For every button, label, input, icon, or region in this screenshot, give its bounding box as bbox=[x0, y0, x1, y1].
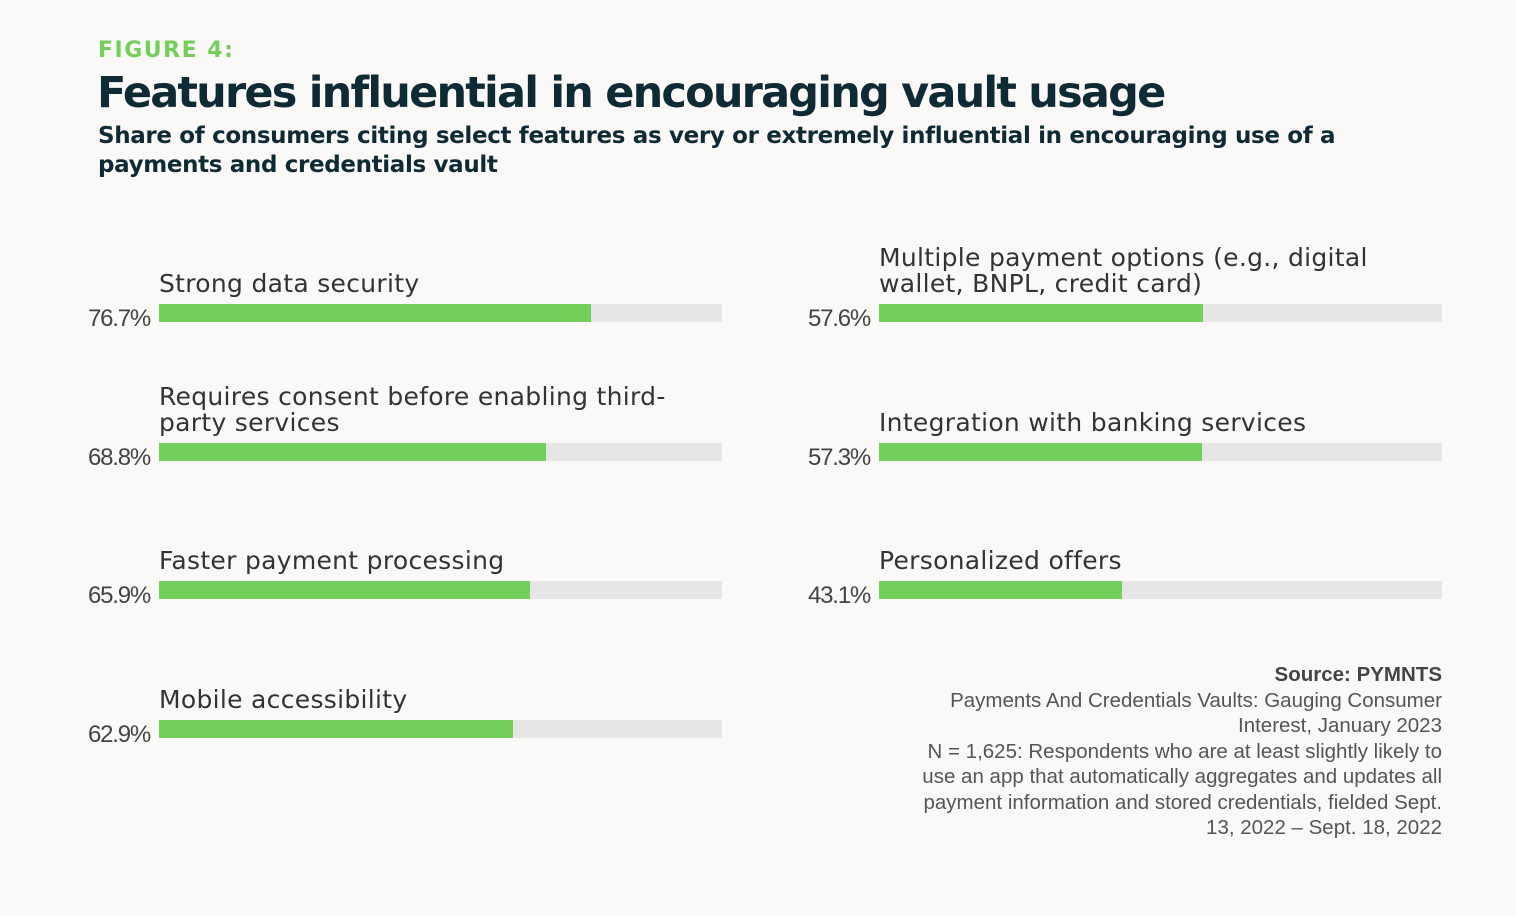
bar-value-label: 68.8% bbox=[87, 444, 151, 471]
bar-category-label: Personalized offers bbox=[879, 546, 1122, 575]
bar-value-label: 76.7% bbox=[87, 305, 151, 332]
bar-item: Faster payment processing 65.9% bbox=[88, 479, 722, 609]
bar-track bbox=[879, 443, 1442, 461]
bar-fill bbox=[879, 581, 1122, 599]
chart-title: Features influential in encouraging vaul… bbox=[97, 68, 1166, 118]
bar-item: Requires consent before enabling third-p… bbox=[88, 341, 722, 471]
bar-fill bbox=[159, 443, 547, 461]
bar-item: Integration with banking services 57.3% bbox=[808, 341, 1442, 471]
bar-fill bbox=[159, 581, 531, 599]
bar-item: Mobile accessibility 62.9% bbox=[88, 618, 722, 748]
bar-category-label: Multiple payment options (e.g., digital … bbox=[879, 243, 1368, 298]
bar-value-label: 57.6% bbox=[807, 305, 871, 332]
source-line: Interest, January 2023 bbox=[1238, 714, 1442, 737]
bar-value-label: 65.9% bbox=[87, 582, 151, 609]
bar-category-label: Mobile accessibility bbox=[159, 685, 408, 714]
bar-track bbox=[159, 581, 722, 599]
source-line: use an app that automatically aggregates… bbox=[922, 765, 1442, 788]
source-note: Source: PYMNTS Payments And Credentials … bbox=[882, 662, 1442, 841]
bar-category-label: Faster payment processing bbox=[159, 546, 505, 575]
bar-track bbox=[159, 720, 722, 738]
source-title: Source: PYMNTS bbox=[1274, 663, 1442, 686]
bar-item: Multiple payment options (e.g., digital … bbox=[808, 202, 1442, 332]
bar-value-label: 43.1% bbox=[807, 582, 871, 609]
chart-subtitle: Share of consumers citing select feature… bbox=[98, 123, 1336, 178]
bar-fill bbox=[879, 304, 1204, 322]
bar-value-label: 62.9% bbox=[87, 721, 151, 748]
bar-value-label: 57.3% bbox=[807, 444, 871, 471]
bar-category-label: Requires consent before enabling third-p… bbox=[159, 382, 666, 437]
source-line: payment information and stored credentia… bbox=[923, 790, 1443, 814]
bar-track bbox=[879, 304, 1442, 322]
bar-fill bbox=[159, 720, 514, 738]
bar-category-label: Strong data security bbox=[159, 269, 420, 298]
bar-track bbox=[159, 443, 722, 461]
bar-fill bbox=[159, 304, 591, 322]
source-line: Payments And Credentials Vaults: Gauging… bbox=[950, 688, 1442, 712]
bar-item: Personalized offers 43.1% bbox=[808, 479, 1442, 609]
source-line: N = 1,625: Respondents who are at least … bbox=[927, 739, 1443, 763]
bar-fill bbox=[879, 443, 1202, 461]
bar-track bbox=[159, 304, 722, 322]
bar-category-label: Integration with banking services bbox=[879, 408, 1307, 437]
figure-label: FIGURE 4: bbox=[98, 38, 235, 63]
bar-item: Strong data security 76.7% bbox=[88, 202, 722, 332]
bar-track bbox=[879, 581, 1442, 599]
source-line: 13, 2022 – Sept. 18, 2022 bbox=[1206, 816, 1442, 839]
